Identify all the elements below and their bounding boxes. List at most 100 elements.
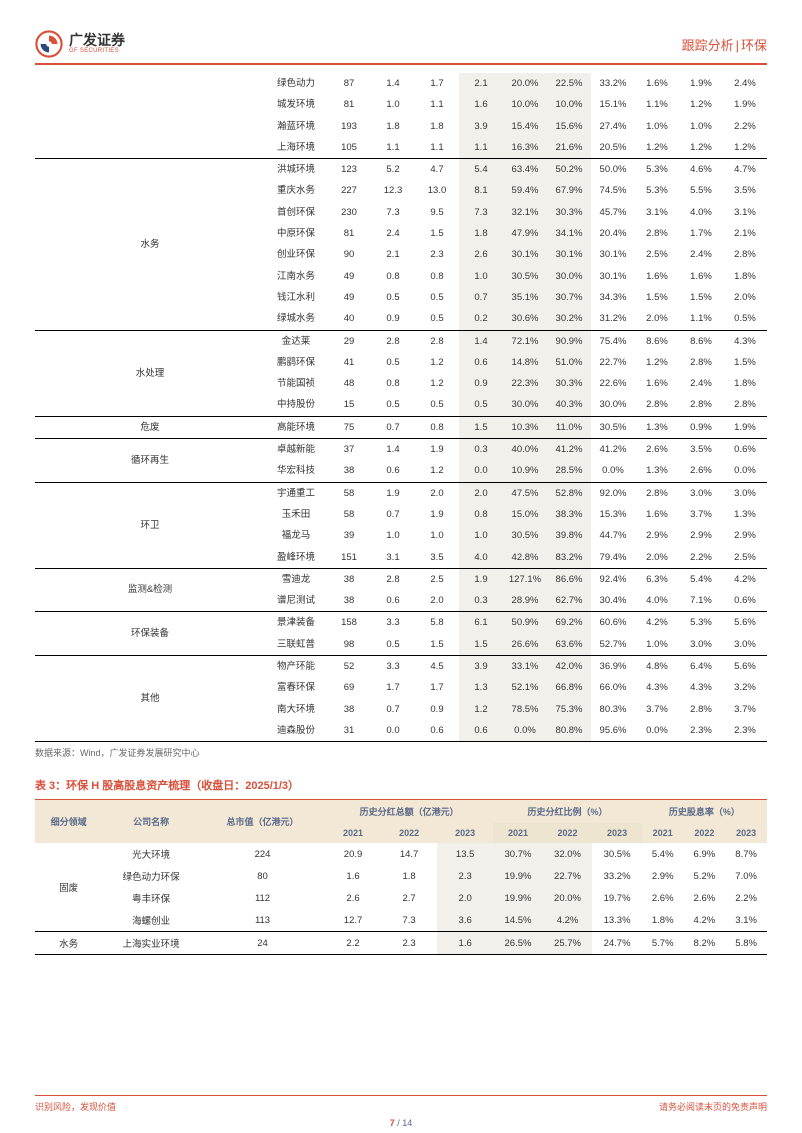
data-cell: 6.9% — [684, 843, 726, 865]
data-cell: 2.4% — [723, 73, 767, 94]
category-cell: 环保装备 — [35, 612, 265, 656]
data-cell: 4.5 — [415, 656, 459, 678]
data-cell: 5.6% — [723, 656, 767, 678]
data-cell: 2.9% — [642, 865, 684, 887]
data-cell: 40.0% — [503, 439, 547, 461]
data-cell: 151 — [327, 547, 371, 569]
footer-right: 请务必阅读末页的免责声明 — [659, 1100, 767, 1113]
data-cell: 20.0% — [543, 887, 593, 909]
data-cell: 224 — [200, 843, 325, 865]
data-cell: 2.5% — [635, 244, 679, 265]
data-cell: 1.0% — [679, 116, 723, 137]
data-cell: 福龙马 — [265, 525, 327, 546]
data-cell: 63.6% — [547, 634, 591, 656]
data-cell: 30.1% — [591, 244, 635, 265]
data-cell: 10.9% — [503, 460, 547, 482]
data-cell: 34.1% — [547, 223, 591, 244]
data-cell: 41.2% — [547, 439, 591, 461]
data-cell: 2.9% — [679, 525, 723, 546]
data-cell: 2.3% — [679, 720, 723, 742]
data-cell: 3.3 — [371, 656, 415, 678]
data-cell: 69 — [327, 677, 371, 698]
data-cell: 80.3% — [591, 699, 635, 720]
data-cell: 0.0% — [591, 460, 635, 482]
data-cell: 95.6% — [591, 720, 635, 742]
data-cell: 0.6 — [459, 352, 503, 373]
data-cell: 2.0 — [415, 590, 459, 612]
data-cell: 58 — [327, 482, 371, 504]
column-subheader: 2023 — [592, 823, 642, 843]
data-cell: 瀚蓝环境 — [265, 116, 327, 137]
data-cell: 5.3% — [679, 612, 723, 634]
data-cell: 1.7% — [679, 223, 723, 244]
data-cell: 4.2% — [543, 909, 593, 932]
data-cell: 4.2% — [635, 612, 679, 634]
data-cell: 1.2 — [415, 460, 459, 482]
data-cell: 三联虹普 — [265, 634, 327, 656]
data-cell: 1.6 — [437, 932, 493, 955]
data-cell: 22.5% — [547, 73, 591, 94]
data-cell: 28.5% — [547, 460, 591, 482]
data-cell: 3.0% — [723, 482, 767, 504]
data-cell: 0.6 — [415, 720, 459, 742]
data-cell: 1.7 — [415, 677, 459, 698]
data-cell: 15.4% — [503, 116, 547, 137]
data-cell: 0.9 — [459, 373, 503, 394]
data-cell: 72.1% — [503, 330, 547, 352]
data-cell: 90 — [327, 244, 371, 265]
data-cell: 0.5 — [371, 287, 415, 308]
table-row: 其他物产环能523.34.53.933.1%42.0%36.9%4.8%6.4%… — [35, 656, 767, 678]
data-cell: 1.0 — [459, 525, 503, 546]
data-cell: 2.8 — [415, 330, 459, 352]
data-cell: 127.1% — [503, 568, 547, 590]
data-cell: 2.1 — [459, 73, 503, 94]
data-cell: 1.9 — [415, 504, 459, 525]
data-cell: 0.0% — [635, 720, 679, 742]
category-cell: 监测&检测 — [35, 568, 265, 612]
data-cell: 2.8% — [723, 244, 767, 265]
data-cell: 4.0% — [635, 590, 679, 612]
data-cell: 首创环保 — [265, 202, 327, 223]
data-cell: 5.5% — [679, 180, 723, 201]
data-cell: 13.0 — [415, 180, 459, 201]
data-cell: 62.7% — [547, 590, 591, 612]
table-row: 粤丰环保1122.62.72.019.9%20.0%19.7%2.6%2.6%2… — [35, 887, 767, 909]
data-cell: 谱尼测试 — [265, 590, 327, 612]
data-cell: 10.0% — [503, 94, 547, 115]
data-cell: 1.9% — [679, 73, 723, 94]
data-cell: 1.8% — [723, 266, 767, 287]
data-cell: 29 — [327, 330, 371, 352]
data-cell: 1.6% — [679, 266, 723, 287]
category-cell: 循环再生 — [35, 439, 265, 483]
data-cell: 4.8% — [635, 656, 679, 678]
data-cell: 1.9 — [415, 439, 459, 461]
data-cell: 1.7 — [415, 73, 459, 94]
data-cell: 60.6% — [591, 612, 635, 634]
table-row: 固废光大环境22420.914.713.530.7%32.0%30.5%5.4%… — [35, 843, 767, 865]
data-cell: 15 — [327, 394, 371, 416]
data-cell: 47.9% — [503, 223, 547, 244]
data-cell: 30.1% — [503, 244, 547, 265]
column-subheader: 2021 — [642, 823, 684, 843]
data-cell: 22.7% — [543, 865, 593, 887]
data-cell: 1.1 — [459, 137, 503, 159]
data-cell: 1.3% — [635, 460, 679, 482]
data-cell: 4.7 — [415, 159, 459, 181]
data-cell: 0.6% — [723, 590, 767, 612]
data-cell: 2.8 — [371, 330, 415, 352]
data-cell: 2.8% — [635, 394, 679, 416]
data-cell: 10.3% — [503, 416, 547, 438]
data-cell: 南大环境 — [265, 699, 327, 720]
data-cell: 2.8% — [635, 482, 679, 504]
data-cell: 25.7% — [543, 932, 593, 955]
data-cell: 3.0% — [723, 634, 767, 656]
data-cell: 1.5% — [635, 287, 679, 308]
data-cell: 3.5 — [415, 547, 459, 569]
data-cell: 30.5% — [503, 266, 547, 287]
data-cell: 0.5 — [415, 394, 459, 416]
data-cell: 41.2% — [591, 439, 635, 461]
data-cell: 3.1% — [635, 202, 679, 223]
data-cell: 7.1% — [679, 590, 723, 612]
data-cell: 8.6% — [635, 330, 679, 352]
data-cell: 52 — [327, 656, 371, 678]
